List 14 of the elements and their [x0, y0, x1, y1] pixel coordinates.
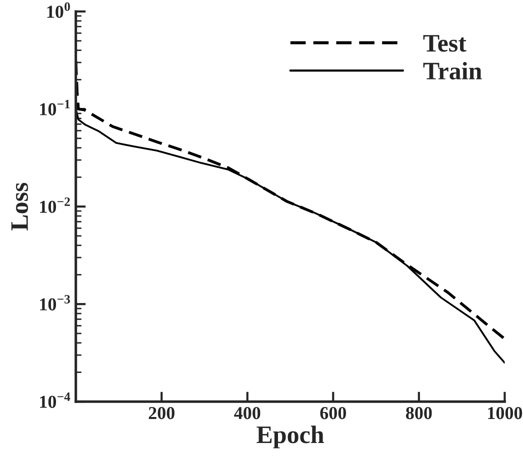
y-tick-label: 10$^{−4}$	[40, 392, 70, 408]
x-tick-label: 600	[320, 407, 346, 420]
y-tick-label: 10$^{0}$	[47, 2, 70, 18]
y-tick-label: 10$^{−1}$	[40, 100, 70, 116]
x-tick-label: 400	[234, 407, 260, 420]
y-axis-title: Loss	[11, 182, 28, 230]
y-tick-label: 10$^{−3}$	[40, 295, 70, 310]
x-axis-title: Epoch	[256, 426, 324, 448]
y-tick-label: 10$^{−2}$	[40, 197, 70, 213]
x-tick-label: 1000	[488, 407, 522, 420]
legend-label: Test	[423, 35, 466, 52]
legend-label: Train	[423, 62, 482, 80]
x-tick-label: 200	[148, 407, 174, 420]
x-tick-label: 800	[406, 407, 432, 420]
